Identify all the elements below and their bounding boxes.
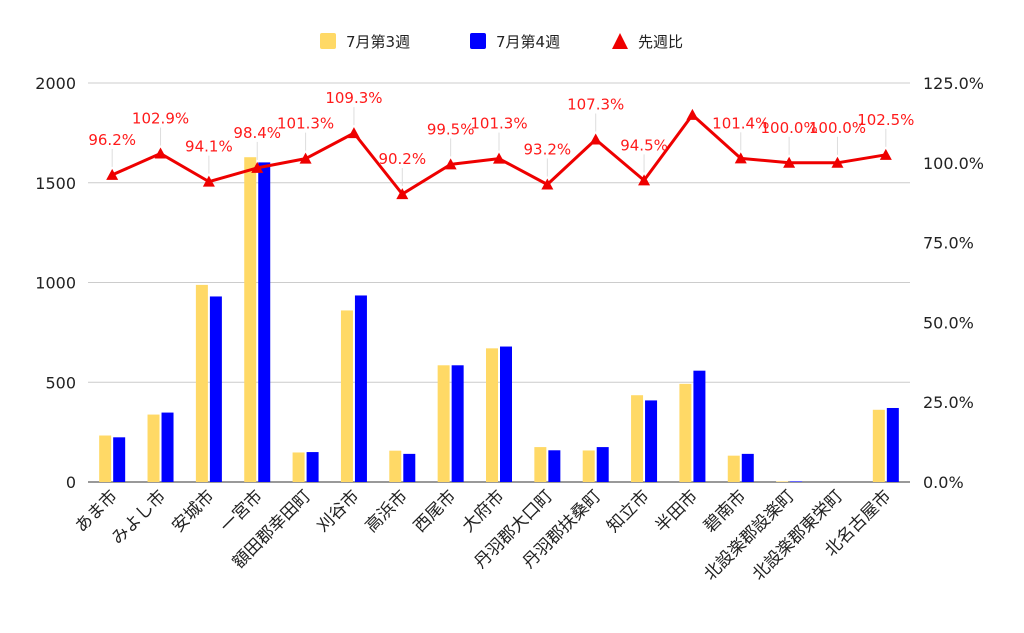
bar-week3 — [679, 383, 692, 482]
ratio-marker — [299, 152, 312, 164]
ratio-marker — [589, 133, 602, 145]
bar-week3 — [244, 157, 257, 483]
ratio-marker — [106, 168, 119, 180]
bar-week4 — [209, 296, 222, 482]
ratio-marker — [202, 175, 215, 187]
ratio-marker — [444, 158, 457, 170]
ratio-marker — [783, 156, 796, 168]
bar-week4 — [548, 450, 561, 482]
legend-label: 先週比 — [638, 33, 683, 51]
ratio-data-label: 101.4% — [712, 114, 769, 132]
x-tick-label: 知立市 — [603, 486, 653, 536]
bar-week3 — [486, 348, 498, 482]
right-tick-label: 50.0% — [923, 313, 974, 332]
bar-week4 — [258, 162, 271, 482]
bar-week4 — [354, 295, 367, 482]
ratio-data-label: 90.2% — [378, 150, 426, 168]
x-tick-label: 半田市 — [652, 486, 702, 536]
bar-week3 — [195, 284, 208, 482]
x-tick-label: 西尾市 — [410, 486, 460, 536]
ratio-data-label: 94.1% — [185, 138, 233, 156]
legend: 7月第3週 7月第4週 先週比 — [320, 33, 683, 51]
left-tick-label: 500 — [45, 373, 76, 392]
ratio-data-label: 99.5% — [427, 120, 475, 138]
ratio-marker — [541, 178, 554, 190]
ratio-data-label: 102.9% — [132, 110, 189, 128]
bar-week3 — [437, 365, 450, 482]
ratio-data-label: 93.2% — [524, 141, 572, 159]
ratio-marker — [493, 152, 505, 164]
bar-week4 — [451, 365, 464, 482]
legend-label: 7月第4週 — [496, 33, 560, 51]
left-tick-label: 2000 — [35, 74, 76, 93]
ratio-marker — [686, 108, 699, 120]
left-tick-label: 0 — [66, 473, 76, 492]
right-axis: 0.0% 25.0% 50.0% 75.0% 100.0% 125.0% — [923, 74, 984, 492]
ratio-data-label: 98.4% — [233, 124, 281, 142]
bar-week4 — [500, 346, 512, 482]
left-axis: 0 500 1000 1500 2000 — [35, 74, 76, 492]
right-tick-label: 0.0% — [923, 473, 964, 492]
bars — [99, 157, 899, 483]
ratio-marker — [154, 147, 167, 159]
left-tick-label: 1000 — [35, 274, 76, 293]
ratio-marker — [347, 127, 360, 139]
bar-week4 — [645, 400, 658, 482]
right-tick-label: 100.0% — [923, 154, 984, 173]
legend-swatch — [320, 33, 336, 49]
ratio-data-label: 100.0% — [809, 119, 866, 137]
bar-week4 — [741, 453, 754, 482]
x-tick-label: 安城市 — [168, 486, 218, 536]
x-tick-label: 刈谷市 — [313, 486, 363, 536]
ratio-marker — [831, 156, 844, 168]
ratio-marker — [251, 161, 264, 173]
ratio-data-label: 102.5% — [857, 111, 914, 129]
bar-week4 — [693, 370, 706, 482]
ratio-data-label: 101.3% — [470, 115, 527, 133]
ratio-marker — [638, 174, 651, 186]
ratio-data-label: 100.0% — [761, 119, 818, 137]
ratio-data-label: 101.3% — [277, 115, 334, 133]
bar-week3 — [582, 450, 595, 482]
bar-week4 — [306, 452, 319, 482]
ratio-data-label: 109.3% — [325, 89, 382, 107]
bar-week3 — [292, 452, 305, 482]
ratio-data-label: 107.3% — [567, 95, 624, 113]
right-tick-label: 75.0% — [923, 234, 974, 253]
ratio-line-layer: 96.2%102.9%94.1%98.4%101.3%109.3%90.2%99… — [88, 89, 914, 200]
x-axis-labels: あま市みよし市安城市一宮市額田郡幸田町刈谷市高浜市西尾市大府市丹羽郡大口町丹羽郡… — [72, 486, 896, 584]
legend-swatch — [470, 33, 486, 49]
bar-week3 — [872, 409, 885, 482]
bar-week3 — [147, 414, 160, 482]
ratio-marker — [396, 188, 409, 200]
bar-week3 — [534, 447, 547, 482]
ratio-marker — [734, 152, 747, 164]
bar-week4 — [886, 407, 899, 482]
x-tick-label: みよし市 — [108, 486, 170, 548]
ratio-marker — [879, 148, 892, 160]
x-tick-label: 高浜市 — [362, 486, 412, 536]
bar-week4 — [596, 447, 609, 482]
ratio-data-label: 96.2% — [88, 131, 136, 149]
gridlines — [88, 82, 910, 483]
bar-week3 — [389, 450, 402, 482]
bar-week3 — [631, 395, 644, 482]
bar-week4 — [161, 412, 174, 482]
left-tick-label: 1500 — [35, 174, 76, 193]
bar-week3 — [776, 481, 789, 482]
bar-week3 — [99, 435, 112, 482]
right-tick-label: 125.0% — [923, 74, 984, 93]
bar-week3 — [727, 455, 740, 482]
right-tick-label: 25.0% — [923, 393, 974, 412]
bar-week3 — [340, 310, 353, 482]
bar-week4 — [790, 481, 803, 482]
legend-label: 7月第3週 — [346, 33, 410, 51]
bar-week4 — [403, 453, 416, 482]
bar-week4 — [113, 437, 126, 482]
legend-swatch — [612, 33, 628, 49]
ratio-data-label: 94.5% — [620, 136, 668, 154]
